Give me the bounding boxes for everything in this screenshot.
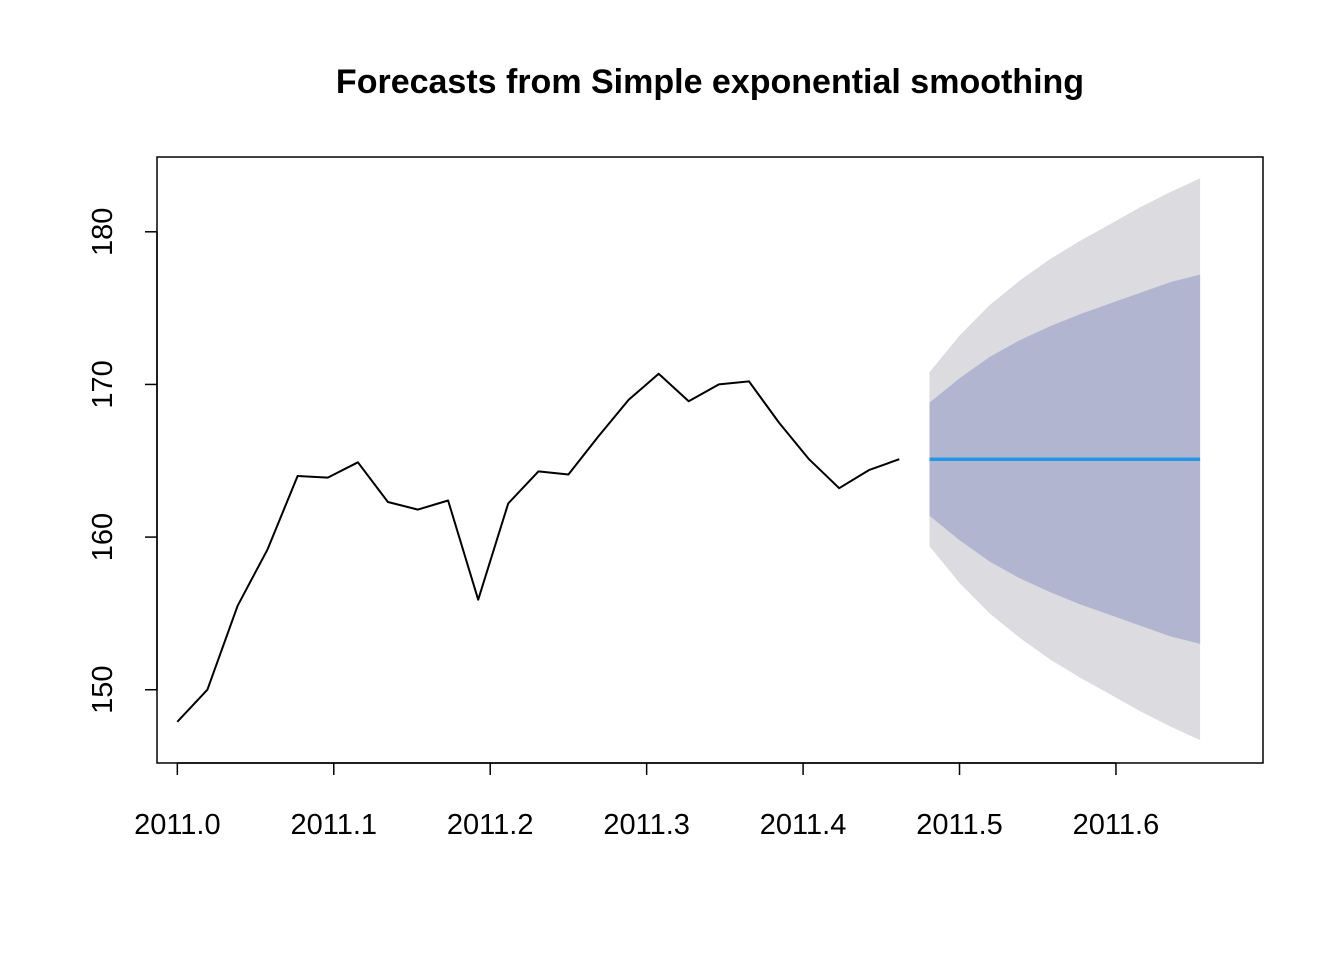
- y-tick-label: 160: [87, 513, 119, 561]
- series-lines: [176, 372, 1201, 723]
- x-tick-label: 2011.6: [1073, 809, 1160, 841]
- x-tick-label: 2011.1: [290, 809, 377, 841]
- x-tick-label: 2011.4: [760, 809, 847, 841]
- x-tick-label: 2011.2: [447, 809, 534, 841]
- observed-line: [176, 372, 900, 723]
- x-tick-label: 2011.5: [916, 809, 1003, 841]
- x-axis: 2011.0 2011.1 2011.2 2011.3 2011.4 2011.5 2011…: [134, 762, 1160, 841]
- chart-title: Forecasts from Simple exponential smooth…: [336, 63, 1084, 101]
- y-axis: 150 160 170 180: [87, 208, 158, 714]
- x-tick-label: 2011.0: [134, 809, 221, 841]
- y-tick-label: 170: [87, 360, 119, 408]
- y-tick-label: 150: [87, 666, 119, 714]
- x-tick-label: 2011.3: [603, 809, 690, 841]
- y-tick-label: 180: [87, 208, 119, 256]
